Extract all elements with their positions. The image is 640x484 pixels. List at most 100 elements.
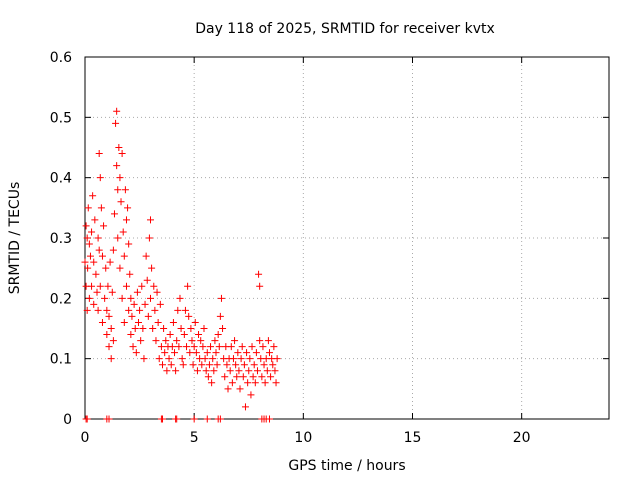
data-point: [92, 270, 100, 278]
data-point: [184, 282, 192, 290]
data-point: [207, 343, 215, 351]
data-point: [250, 361, 258, 369]
data-point: [82, 222, 90, 230]
data-point: [95, 246, 103, 254]
data-point: [185, 312, 193, 320]
data-point: [173, 337, 181, 345]
data-point: [234, 349, 242, 357]
data-point: [240, 361, 248, 369]
data-point: [84, 264, 92, 272]
data-point: [249, 373, 257, 381]
data-point: [256, 282, 264, 290]
data-point: [200, 325, 208, 332]
data-point: [145, 234, 153, 242]
data-point: [114, 234, 122, 242]
x-tick-label: 5: [190, 430, 199, 446]
data-point: [153, 288, 161, 296]
data-point: [137, 337, 145, 345]
data-point: [189, 361, 197, 369]
data-point: [98, 252, 106, 260]
data-point: [264, 337, 272, 345]
data-point: [267, 373, 275, 381]
data-point: [204, 373, 212, 381]
data-point: [88, 228, 96, 236]
data-point: [273, 355, 281, 363]
data-point: [120, 252, 128, 260]
data-point: [107, 325, 115, 332]
data-point: [110, 210, 118, 218]
data-point: [147, 216, 154, 224]
data-point: [104, 282, 112, 290]
data-point: [190, 415, 198, 423]
data-point: [224, 385, 232, 393]
data-point: [144, 312, 152, 320]
data-point: [129, 343, 137, 351]
data-point: [83, 234, 91, 242]
data-point: [155, 355, 163, 363]
data-point: [198, 361, 206, 369]
data-point: [197, 337, 205, 345]
data-point: [157, 343, 165, 351]
data-point: [221, 373, 229, 381]
data-point: [226, 367, 234, 375]
x-axis-label: GPS time / hours: [288, 458, 405, 474]
x-tick-label: 0: [81, 430, 90, 446]
data-points: [81, 107, 281, 423]
data-point: [152, 337, 160, 345]
data-point: [171, 349, 179, 357]
data-point: [192, 349, 200, 357]
data-point: [165, 355, 173, 363]
data-point: [101, 294, 109, 302]
data-point: [209, 355, 217, 363]
data-point: [95, 150, 103, 158]
data-point: [115, 144, 123, 151]
data-point: [90, 300, 98, 308]
axis-ticks: 0 0.1 0.2 0.3 0.4 0.5 0.6 0 5 10 15 20: [50, 50, 609, 446]
data-point: [265, 415, 273, 423]
data-point: [98, 318, 106, 326]
data-point: [154, 318, 162, 326]
data-point: [105, 415, 113, 423]
data-point: [124, 204, 132, 212]
y-axis-label: SRMTID / TECUs: [7, 182, 23, 295]
data-point: [143, 276, 151, 284]
data-point: [203, 415, 211, 423]
data-point: [130, 300, 138, 308]
data-point: [169, 318, 177, 326]
data-point: [251, 379, 259, 387]
data-point: [151, 306, 159, 314]
data-point: [210, 367, 218, 375]
data-point: [272, 379, 280, 387]
y-tick-label: 0.2: [50, 291, 72, 307]
data-point: [120, 318, 128, 326]
data-point: [138, 282, 146, 290]
data-point: [245, 367, 253, 375]
data-point: [107, 355, 115, 363]
data-point: [215, 343, 223, 351]
data-point: [122, 216, 130, 224]
data-point: [223, 361, 231, 369]
data-point: [208, 379, 216, 387]
data-point: [263, 367, 271, 375]
data-point: [84, 204, 92, 212]
y-tick-label: 0.1: [50, 352, 72, 368]
data-point: [246, 355, 254, 363]
data-point: [166, 331, 174, 339]
data-point: [216, 312, 224, 320]
data-point: [255, 270, 263, 278]
data-point: [108, 288, 116, 296]
data-point: [175, 343, 183, 351]
data-point: [103, 331, 111, 339]
data-point: [203, 349, 211, 357]
y-tick-label: 0.4: [50, 171, 72, 187]
data-point: [136, 306, 144, 314]
data-point: [121, 186, 129, 194]
data-point: [113, 162, 121, 170]
data-point: [91, 216, 99, 224]
data-point: [159, 361, 167, 369]
data-point: [233, 373, 241, 381]
y-tick-label: 0.5: [50, 110, 72, 126]
data-point: [94, 234, 102, 242]
data-point: [88, 282, 96, 290]
data-point: [244, 379, 252, 387]
